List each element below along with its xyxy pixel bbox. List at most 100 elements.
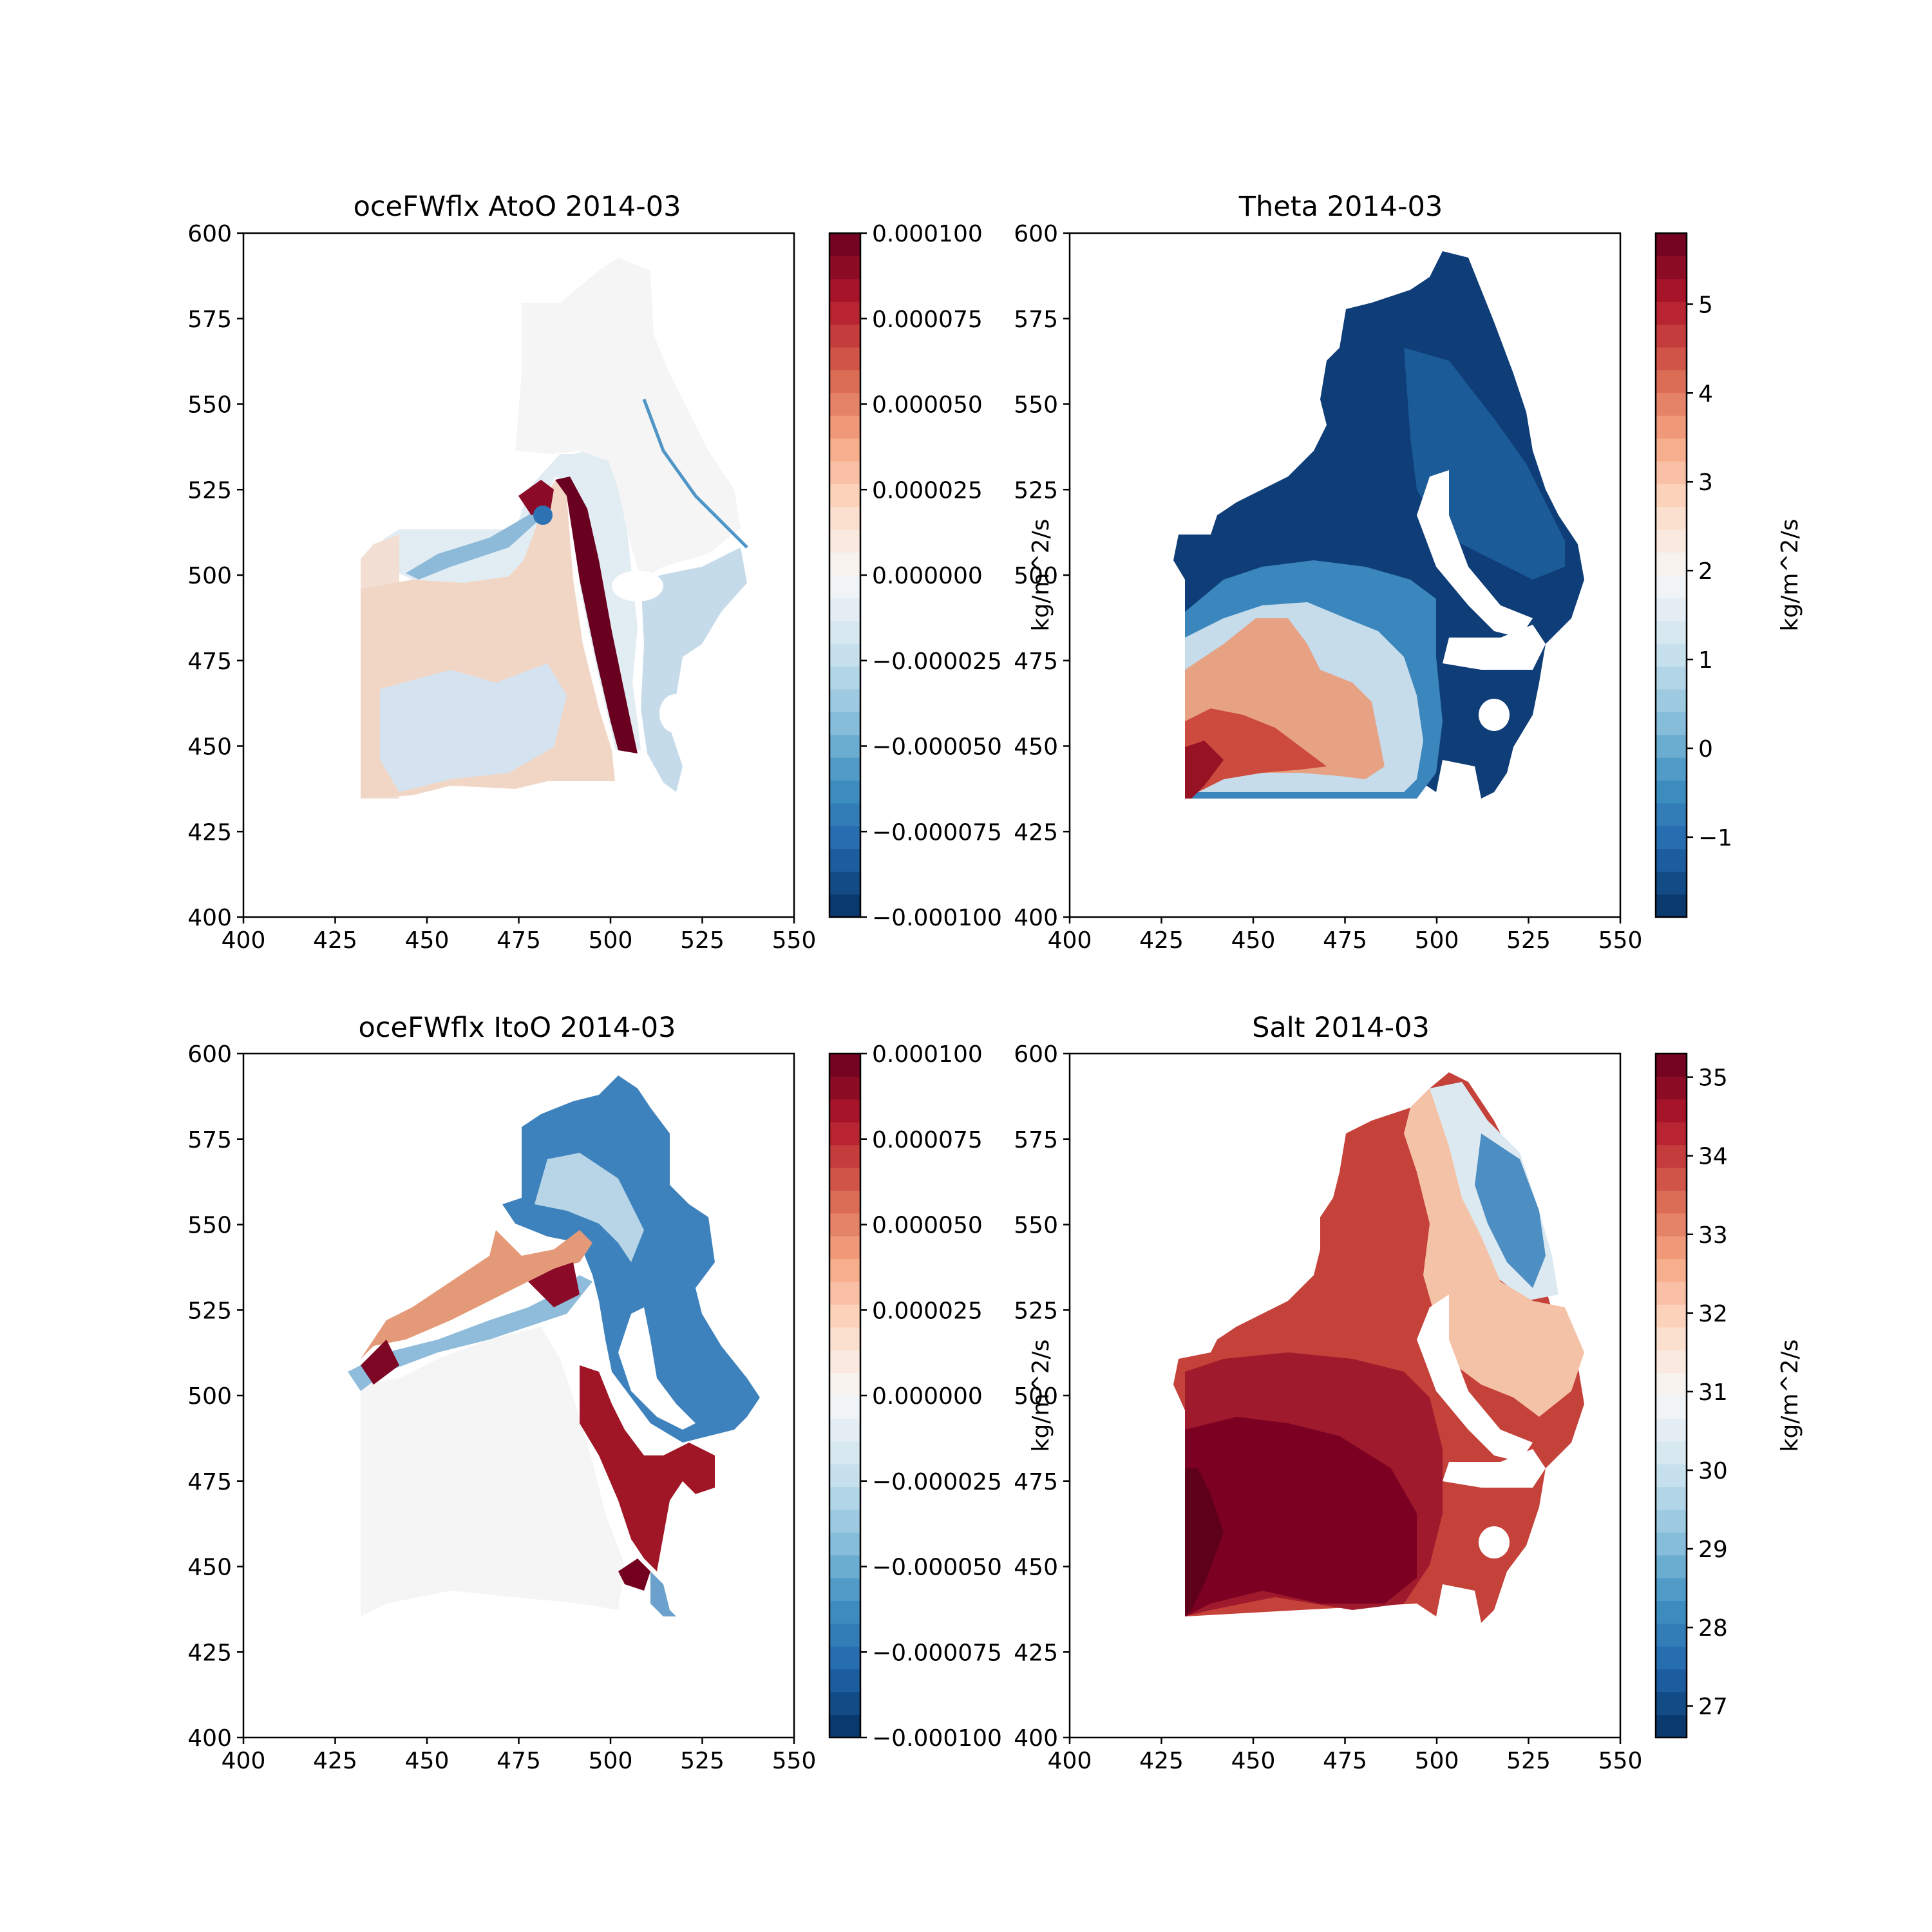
- colorbar-tick-label: −0.000100: [872, 1725, 1002, 1752]
- colorbar-band: [1656, 1669, 1687, 1692]
- ocean-region: [361, 1230, 592, 1359]
- colorbar-tick-label: 2: [1698, 558, 1713, 585]
- colorbar-band: [829, 392, 860, 416]
- colorbar-tick-label: 0.000050: [872, 392, 983, 419]
- colorbar-label: kg/m^2/s: [1028, 519, 1054, 632]
- y-tick-label: 575: [1014, 307, 1058, 333]
- colorbar: −1 0 1 2 3 4 5 kg/m^2/s: [1654, 232, 1803, 918]
- colorbar-band: [829, 871, 860, 895]
- panel-title: Salt 2014-03: [1252, 1012, 1430, 1044]
- colorbar-band: [829, 370, 860, 393]
- colorbar-band: [1656, 712, 1687, 735]
- colorbar-tick-label: 1: [1698, 647, 1713, 674]
- ocean-region: [535, 1153, 644, 1262]
- x-tick-label: 500: [1415, 927, 1459, 954]
- colorbar-band: [1656, 1692, 1687, 1716]
- y-tick-label: 575: [187, 307, 232, 333]
- colorbar-band: [1656, 1510, 1687, 1533]
- colorbar-band: [829, 1600, 860, 1624]
- colorbar-band: [1656, 894, 1687, 918]
- ocean-region: [642, 399, 748, 549]
- colorbar-band: [829, 1532, 860, 1556]
- colorbar: 27 28 29 30 31 32 33 34 35 kg/m^2/s: [1654, 1052, 1803, 1739]
- colorbar-band: [829, 1168, 860, 1191]
- colorbar-band: [829, 324, 860, 348]
- colorbar-band: [829, 1646, 860, 1670]
- ocean-region: [361, 1340, 399, 1385]
- colorbar-band: [829, 575, 860, 598]
- colorbar-band: [1656, 1441, 1687, 1464]
- panel-itoo: oceFWflx ItoO 2014-03 400 425 450 475 500 525…: [187, 1012, 1054, 1774]
- colorbar-band: [1656, 484, 1687, 507]
- colorbar-band: [829, 301, 860, 325]
- colorbar-band: [829, 689, 860, 712]
- y-ticks: 400 425 450 475 500 525 550 575 600: [1014, 1041, 1070, 1752]
- colorbar-tick-label: 5: [1698, 292, 1713, 318]
- colorbar-tick-label: −0.000075: [872, 819, 1002, 846]
- colorbar-band: [829, 484, 860, 507]
- colorbar-band: [1656, 1396, 1687, 1419]
- colorbar-band: [1656, 598, 1687, 621]
- y-tick-label: 600: [1014, 1041, 1058, 1068]
- map-field: [1173, 1072, 1584, 1623]
- colorbar-band: [1656, 1600, 1687, 1624]
- colorbar-band: [1656, 1054, 1687, 1077]
- colorbar-band: [829, 780, 860, 804]
- colorbar-band: [1656, 301, 1687, 325]
- colorbar-band: [1656, 438, 1687, 462]
- colorbar-band: [829, 1350, 860, 1374]
- panel-atoo: oceFWflx AtoO 2014-03 400 425 450 475 500 525…: [187, 191, 1054, 954]
- ocean-region: [528, 1262, 580, 1307]
- y-tick-label: 400: [187, 1725, 232, 1752]
- colorbar-band: [829, 1396, 860, 1419]
- panel-title: oceFWflx ItoO 2014-03: [359, 1012, 676, 1044]
- colorbar-band: [1656, 256, 1687, 279]
- colorbar-tick-label: 0.000075: [872, 1127, 983, 1153]
- colorbar-tick-label: −1: [1698, 825, 1732, 851]
- ocean-region: [580, 1365, 715, 1571]
- x-ticks: 400 425 450 475 500 525 550: [1048, 1738, 1643, 1774]
- y-tick-label: 550: [187, 1213, 232, 1239]
- colorbar-band: [829, 1327, 860, 1350]
- colorbar-band: [1656, 461, 1687, 484]
- colorbar-tick-label: 33: [1698, 1222, 1728, 1249]
- colorbar-tick-label: 28: [1698, 1615, 1728, 1642]
- colorbar-band: [829, 1510, 860, 1533]
- y-tick-label: 425: [187, 1640, 232, 1666]
- colorbar-tick-label: 32: [1698, 1301, 1728, 1327]
- colorbar-band: [1656, 1532, 1687, 1556]
- colorbar-band: [1656, 1327, 1687, 1350]
- colorbar-band: [829, 1624, 860, 1647]
- colorbar-band: [1656, 1190, 1687, 1214]
- ocean-region: [1417, 1294, 1533, 1462]
- colorbar-tick-label: 30: [1698, 1458, 1728, 1484]
- y-tick-label: 475: [1014, 649, 1058, 675]
- ocean-region: [618, 1307, 696, 1430]
- ocean-region: [618, 1558, 650, 1591]
- colorbar-band: [1656, 1555, 1687, 1578]
- colorbar-band: [829, 848, 860, 872]
- colorbar-band: [829, 1464, 860, 1488]
- colorbar-band: [1656, 803, 1687, 826]
- colorbar-tick-label: 0.000100: [872, 1041, 983, 1068]
- colorbar-band: [829, 1282, 860, 1305]
- panel-salt: Salt 2014-03 400 425 450 475 500 525 550 400 42…: [1014, 1012, 1803, 1774]
- colorbar-band: [1656, 826, 1687, 849]
- y-tick-label: 525: [187, 1298, 232, 1324]
- y-tick-label: 500: [187, 563, 232, 589]
- colorbar-band: [1656, 848, 1687, 872]
- x-tick-label: 500: [589, 927, 633, 954]
- colorbar-band: [829, 1144, 860, 1168]
- colorbar-tick-label: 0.000075: [872, 307, 983, 333]
- ocean-region: [1479, 1526, 1510, 1558]
- y-tick-label: 450: [1014, 734, 1058, 761]
- colorbar-band: [829, 1258, 860, 1282]
- colorbar-band: [829, 1441, 860, 1464]
- colorbar: −0.000100 −0.000075 −0.000050 −0.000025 0.00…: [828, 221, 1054, 931]
- colorbar-band: [829, 1555, 860, 1578]
- colorbar-band: [1656, 1464, 1687, 1488]
- colorbar-tick-label: −0.000050: [872, 1555, 1002, 1581]
- colorbar-band: [829, 415, 860, 439]
- x-tick-label: 550: [1598, 1748, 1643, 1774]
- y-tick-label: 450: [187, 1555, 232, 1581]
